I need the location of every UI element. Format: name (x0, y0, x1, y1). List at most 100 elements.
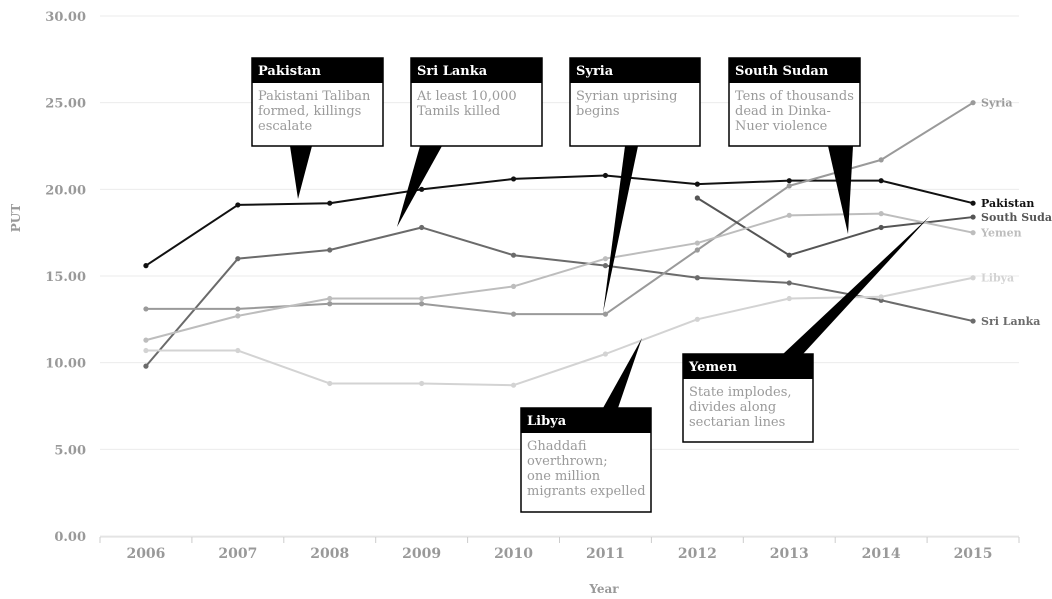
data-point-sri-lanka (694, 275, 700, 281)
data-point-libya (235, 347, 241, 354)
x-tick-label: 2011 (586, 546, 625, 562)
annotation-pointers (290, 146, 930, 408)
data-point-south-sudan (694, 195, 700, 201)
x-tick-label: 2008 (310, 546, 349, 562)
series-label-south-sudan: South Sudan (981, 211, 1052, 224)
data-point-syria (327, 301, 333, 307)
annotation-pointer-pakistan (290, 146, 312, 199)
series-lines (143, 100, 976, 388)
data-point-south-sudan (786, 252, 792, 258)
x-tick-label: 2006 (126, 546, 165, 562)
data-point-sri-lanka (235, 256, 241, 262)
annotation-text-line: formed, killings (258, 104, 361, 119)
annotation-header (683, 354, 813, 379)
annotation-text-line: divides along (689, 400, 776, 415)
series-label-syria: Syria (981, 97, 1012, 110)
series-label-yemen: Yemen (980, 227, 1022, 240)
series-line-yemen (145, 212, 974, 342)
annotation-text-line: Tamils killed (417, 104, 500, 119)
data-point-south-sudan (970, 214, 976, 220)
x-tick-label: 2007 (218, 546, 257, 562)
data-point-sri-lanka (970, 318, 976, 324)
data-point-syria (694, 247, 700, 253)
data-point-pakistan (694, 181, 700, 187)
x-tick-label: 2013 (770, 546, 809, 562)
annotation-text-line: dead in Dinka- (735, 104, 831, 119)
data-point-pakistan (786, 178, 792, 184)
series-line-libya (145, 276, 974, 387)
data-point-libya (510, 382, 517, 388)
x-tick-label: 2015 (954, 546, 993, 562)
data-point-syria (419, 301, 425, 307)
data-point-libya (143, 347, 149, 354)
data-point-yemen (694, 240, 700, 246)
data-point-sri-lanka (786, 280, 792, 286)
x-axis-title: Year (588, 582, 619, 596)
data-point-sri-lanka (327, 247, 333, 253)
data-point-syria (143, 306, 149, 312)
series-label-sri-lanka: Sri Lanka (981, 315, 1040, 328)
data-point-libya (419, 380, 425, 387)
x-tick-label: 2010 (494, 546, 533, 562)
annotation-title: Sri Lanka (417, 64, 488, 79)
data-point-yemen (419, 295, 425, 302)
data-point-yemen (510, 283, 517, 289)
annotation-text-line: begins (576, 104, 620, 119)
data-point-yemen (602, 256, 609, 262)
data-point-pakistan (970, 200, 976, 206)
data-point-libya (970, 275, 976, 281)
data-point-yemen (970, 230, 976, 236)
data-point-syria (602, 311, 609, 317)
annotation-title: Yemen (688, 360, 737, 375)
annotation-text-line: one million (527, 469, 601, 484)
annotation-text-line: escalate (258, 119, 313, 134)
y-tick-label: 0.00 (54, 530, 86, 545)
annotation-header (521, 408, 651, 433)
data-point-sri-lanka (510, 252, 517, 258)
annotation-yemen: Yemen State implodes,divides alongsectari… (682, 353, 814, 443)
annotation-header (252, 58, 383, 83)
data-point-south-sudan (878, 224, 884, 231)
data-point-yemen (878, 211, 884, 217)
data-point-pakistan (602, 172, 609, 179)
annotation-text-line: Syrian uprising (576, 89, 677, 104)
annotation-text-line: Ghaddafi (527, 439, 587, 454)
annotation-text-line: Tens of thousands (735, 89, 854, 104)
data-point-yemen (235, 313, 241, 319)
x-tick-label: 2014 (862, 546, 901, 562)
annotation-header (729, 58, 860, 83)
data-point-syria (235, 306, 241, 312)
data-point-pakistan (878, 178, 884, 184)
y-tick-label: 5.00 (54, 443, 86, 458)
annotation-text-line: Pakistani Taliban (258, 89, 371, 104)
y-tick-label: 15.00 (45, 270, 86, 285)
y-axis-title: PUT (9, 204, 23, 232)
series-line-south-sudan (696, 197, 974, 257)
annotation-title: South Sudan (735, 64, 829, 79)
annotation-pointer-syria (603, 146, 638, 313)
annotation-title: Pakistan (258, 64, 322, 79)
data-point-pakistan (235, 202, 241, 208)
data-point-syria (970, 100, 976, 106)
annotation-pointer-south-sudan (828, 146, 853, 234)
series-line-sri-lanka (145, 226, 974, 367)
data-point-syria (786, 183, 792, 189)
data-point-pakistan (143, 263, 149, 269)
data-point-pakistan (327, 200, 333, 206)
y-tick-label: 10.00 (45, 357, 86, 372)
data-point-yemen (786, 212, 792, 218)
y-tick-label: 25.00 (45, 97, 86, 112)
data-point-libya (694, 316, 700, 322)
data-point-sri-lanka (419, 224, 425, 231)
data-point-yemen (143, 337, 149, 343)
annotation-header (411, 58, 542, 83)
data-point-libya (602, 351, 609, 357)
annotation-text-line: At least 10,000 (416, 89, 517, 104)
data-point-libya (786, 295, 792, 302)
